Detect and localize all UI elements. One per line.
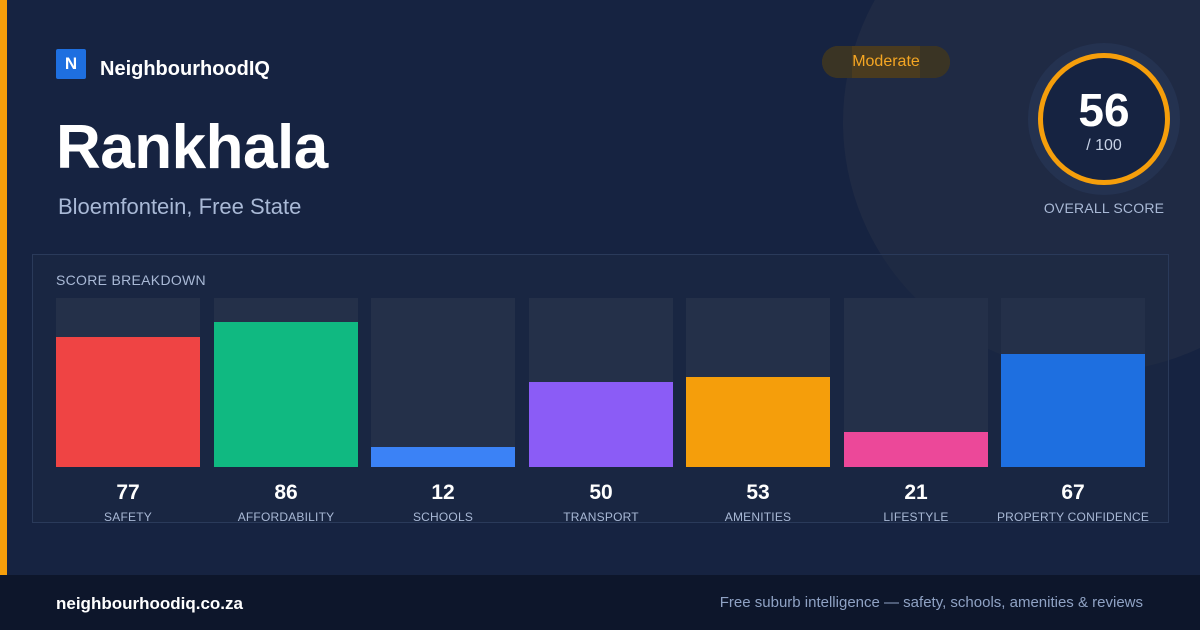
rating-badge-label: Moderate <box>852 53 920 70</box>
bar-label: TRANSPORT <box>563 510 639 524</box>
overall-score-value: 56 <box>1078 84 1130 136</box>
footer: neighbourhoodiq.co.za Free suburb intell… <box>0 575 1200 630</box>
bar-track <box>529 298 673 467</box>
brand[interactable]: N NeighbourhoodIQ <box>56 46 270 81</box>
bar-track <box>844 298 988 467</box>
bar-value: 77 <box>116 481 140 504</box>
bar-track <box>214 298 358 467</box>
overall-score-label: OVERALL SCORE <box>1043 200 1165 216</box>
bar-track <box>371 298 515 467</box>
bar-value: 53 <box>746 481 770 504</box>
bar-value: 12 <box>431 481 455 504</box>
bar-fill <box>1001 354 1145 467</box>
brand-logo-icon: N <box>56 48 86 79</box>
bar-label: PROPERTY CONFIDENCE <box>996 510 1150 524</box>
bar-fill <box>529 382 673 467</box>
bar-fill <box>844 432 988 467</box>
rating-badge: Moderate <box>822 46 950 78</box>
bar-label: LIFESTYLE <box>883 510 949 524</box>
score-bar-transport: 50 TRANSPORT <box>529 298 673 524</box>
bar-fill <box>214 322 358 467</box>
bar-track <box>56 298 200 467</box>
bar-label: AFFORDABILITY <box>237 510 335 524</box>
score-bar-lifestyle: 21 LIFESTYLE <box>844 298 988 524</box>
overall-score-max: / 100 <box>1086 137 1122 154</box>
bar-track <box>686 298 830 467</box>
bar-label: AMENITIES <box>724 510 792 524</box>
suburb-title: Rankhala <box>56 113 328 182</box>
score-bar-schools: 12 SCHOOLS <box>371 298 515 524</box>
score-bar-property-confidence: 67 PROPERTY CONFIDENCE <box>997 298 1149 524</box>
score-breakdown-panel: SCORE BREAKDOWN 77 SAFETY 86 AFFORDABILITY 1… <box>32 254 1169 524</box>
suburb-location: Bloemfontein, Free State <box>58 194 302 219</box>
bar-value: 67 <box>1061 481 1085 504</box>
bar-fill <box>371 447 515 467</box>
score-bar-safety: 77 SAFETY <box>56 298 200 524</box>
footer-tagline: Free suburb intelligence — safety, schoo… <box>719 594 1143 611</box>
bar-value: 21 <box>904 481 928 504</box>
bar-fill <box>686 377 830 467</box>
footer-url-link[interactable]: neighbourhoodiq.co.za <box>56 594 243 613</box>
bar-track <box>1001 298 1145 467</box>
score-bar-affordability: 86 AFFORDABILITY <box>214 298 358 524</box>
brand-name: NeighbourhoodIQ <box>100 58 270 80</box>
score-breakdown-title: SCORE BREAKDOWN <box>56 272 206 288</box>
overall-score-circle: 56 / 100 <box>1038 53 1170 185</box>
score-bar-amenities: 53 AMENITIES <box>686 298 830 524</box>
accent-bar <box>0 0 7 575</box>
bar-fill <box>56 337 200 467</box>
overall-score-ring: 56 / 100 <box>1028 43 1180 195</box>
bar-value: 50 <box>589 481 613 504</box>
bar-label: SAFETY <box>104 510 152 524</box>
bar-value: 86 <box>274 481 298 504</box>
bar-label: SCHOOLS <box>412 510 474 524</box>
